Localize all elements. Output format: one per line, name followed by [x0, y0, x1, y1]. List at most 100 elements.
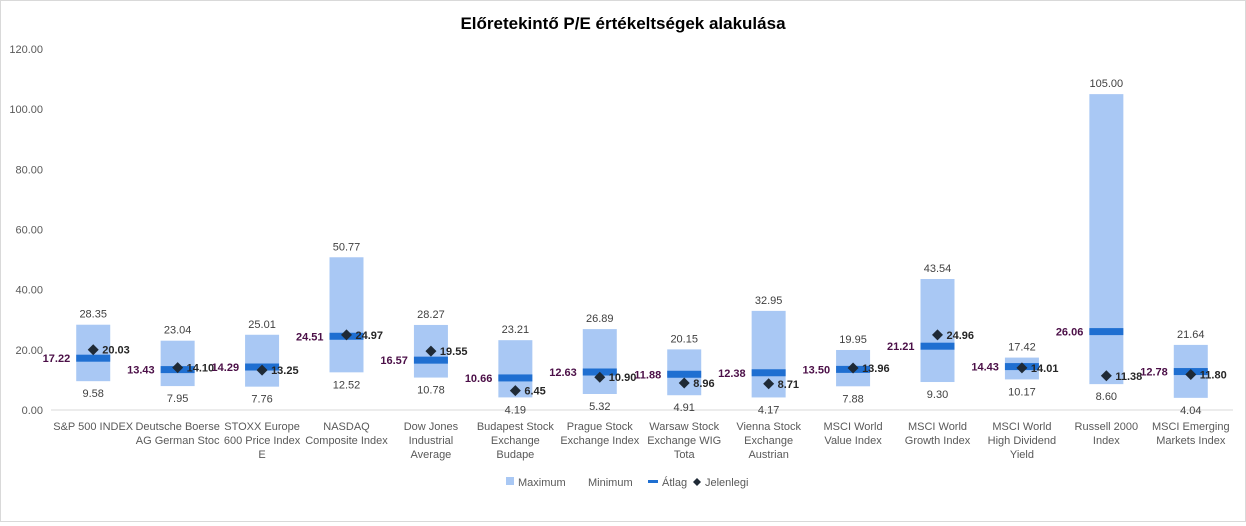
average-value-label: 11.88: [634, 369, 661, 381]
x-category-label: E: [258, 449, 265, 461]
min-value-label: 9.30: [927, 389, 948, 401]
current-value-label: 6.45: [524, 386, 545, 398]
x-category-label: High Dividend: [988, 435, 1056, 447]
current-marker: [172, 362, 184, 374]
average-value-label: 10.66: [465, 373, 493, 385]
average-value-label: 24.51: [296, 331, 324, 343]
max-value-label: 50.77: [333, 241, 361, 253]
current-value-label: 13.25: [271, 365, 299, 377]
legend-maximum-label: Maximum: [518, 477, 566, 489]
max-value-label: 105.00: [1090, 78, 1124, 90]
current-value-label: 19.55: [440, 346, 468, 358]
max-value-label: 32.95: [755, 295, 783, 307]
min-value-label: 8.60: [1096, 391, 1117, 403]
average-value-label: 17.22: [43, 353, 71, 365]
min-value-label: 10.78: [417, 385, 445, 397]
current-value-label: 24.96: [947, 330, 975, 342]
current-value-label: 24.97: [356, 330, 384, 342]
x-category-label: MSCI World: [908, 421, 967, 433]
x-category-label: Index: [1093, 435, 1120, 447]
current-value-label: 8.96: [693, 378, 714, 390]
min-value-label: 7.76: [251, 394, 272, 406]
min-value-label: 10.17: [1008, 386, 1036, 398]
average-bar: [667, 370, 702, 378]
current-marker: [1185, 369, 1197, 381]
max-value-label: 26.89: [586, 313, 614, 325]
x-category-label: MSCI World: [824, 421, 883, 433]
average-bar: [1089, 328, 1124, 336]
current-marker: [341, 329, 352, 341]
x-category-label: 600 Price Index: [224, 435, 301, 447]
legend-average-swatch: [648, 480, 658, 483]
plot-area: 28.35 9.58 17.22 20.03 23.04 7.95 13.43 14.10 25…: [43, 78, 1233, 417]
range-bar: [1089, 94, 1124, 385]
legend: Maximum Minimum Átlag Jelenlegi: [506, 476, 748, 489]
current-marker: [847, 362, 859, 374]
average-value-label: 12.78: [1140, 367, 1168, 379]
legend-current-label: Jelenlegi: [705, 477, 748, 489]
min-value-label: 4.04: [1180, 405, 1201, 417]
min-value-label: 5.32: [589, 401, 610, 413]
current-marker: [1016, 362, 1028, 374]
current-value-label: 14.10: [187, 363, 215, 375]
y-tick-label: 40.00: [15, 285, 43, 297]
min-value-label: 4.17: [758, 404, 779, 416]
average-value-label: 21.21: [887, 341, 915, 353]
average-value-label: 13.50: [803, 364, 831, 376]
current-marker: [425, 345, 437, 357]
x-category-label: Average: [411, 449, 452, 461]
y-tick-label: 80.00: [15, 164, 43, 176]
average-bar: [498, 374, 533, 382]
x-category-label: Tota: [674, 449, 696, 461]
legend-current-swatch: [693, 478, 701, 486]
x-category-label: Deutsche Boerse: [135, 421, 219, 433]
average-value-label: 12.63: [549, 367, 577, 379]
average-value-label: 14.29: [212, 362, 240, 374]
x-category-label: Growth Index: [905, 435, 971, 447]
x-category-label: Budapest Stock: [477, 421, 555, 433]
current-marker: [594, 371, 606, 383]
x-category-label: Composite Index: [305, 435, 388, 447]
x-category-label: Prague Stock: [567, 421, 634, 433]
average-value-label: 12.38: [718, 368, 746, 380]
min-value-label: 4.19: [505, 404, 526, 416]
max-value-label: 25.01: [248, 319, 276, 331]
x-category-label: MSCI Emerging: [1152, 421, 1230, 433]
x-category-label: Exchange: [744, 435, 793, 447]
x-category-label: Dow Jones: [404, 421, 459, 433]
average-bar: [413, 356, 448, 364]
min-value-label: 9.58: [83, 388, 104, 400]
x-category-label: Warsaw Stock: [649, 421, 719, 433]
x-category-label: Exchange: [491, 435, 540, 447]
current-value-label: 11.38: [1115, 371, 1142, 383]
max-value-label: 23.04: [164, 325, 192, 337]
current-value-label: 11.80: [1200, 370, 1227, 382]
max-value-label: 28.27: [417, 309, 445, 321]
y-axis: 0.00 20.00 40.00 60.00 80.00 100.00 120.00: [9, 44, 43, 417]
current-value-label: 13.96: [862, 363, 890, 375]
average-value-label: 16.57: [380, 355, 408, 367]
range-bar: [245, 334, 280, 387]
x-category-label: S&P 500 INDEX: [53, 421, 134, 433]
max-value-label: 17.42: [1008, 342, 1036, 354]
current-marker: [763, 378, 775, 390]
y-tick-label: 120.00: [9, 44, 43, 56]
min-value-label: 7.88: [842, 393, 863, 405]
y-tick-label: 0.00: [22, 405, 43, 417]
x-category-label: MSCI World: [992, 421, 1051, 433]
range-bar: [329, 257, 364, 373]
current-value-label: 10.90: [609, 372, 637, 384]
current-marker: [932, 329, 943, 341]
max-value-label: 20.15: [670, 333, 698, 345]
legend-average-label: Átlag: [662, 476, 687, 489]
x-category-label: STOXX Europe: [224, 421, 300, 433]
average-bar: [920, 342, 955, 350]
min-value-label: 12.52: [333, 379, 361, 391]
min-value-label: 7.95: [167, 393, 188, 405]
y-tick-label: 20.00: [15, 345, 43, 357]
max-value-label: 21.64: [1177, 329, 1205, 341]
range-bar: [582, 329, 617, 394]
max-value-label: 23.21: [502, 324, 530, 336]
